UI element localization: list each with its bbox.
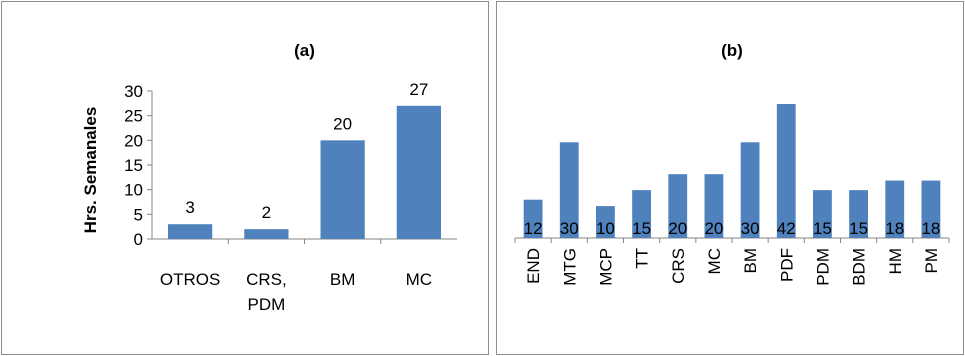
chart-b-data-label: 30 [560, 219, 579, 238]
chart-b-category-label: HM [886, 248, 905, 274]
chart-b-category-label: END [524, 248, 543, 284]
chart-b-category-label: TT [633, 248, 652, 269]
chart-a-y-tick-label: 10 [124, 181, 143, 200]
chart-a-y-tick-label: 25 [124, 107, 143, 126]
chart-b-bar [704, 174, 724, 238]
chart-a-category-label: OTROS [160, 270, 220, 289]
chart-b-bar [740, 142, 760, 238]
chart-a-data-label: 3 [185, 198, 194, 217]
chart-a-data-label: 20 [333, 114, 352, 133]
chart-a-data-label: 27 [409, 80, 428, 99]
chart-a-svg: (a) Hrs. Semanales 0 5 10 15 20 25 30 3 OTROS 2 CRS,… [81, 41, 457, 314]
chart-b-data-label: 10 [596, 219, 615, 238]
chart-a-y-axis-title: Hrs. Semanales [81, 107, 100, 234]
chart-b-category-label: PDM [813, 248, 832, 286]
chart-a-y-tick-label: 0 [134, 230, 143, 249]
chart-b-category-label: BM [741, 248, 760, 274]
chart-panel-b: (b) 12 END 30 MTG 10 MCP 15 TT 20 CRS 20 MC 30 BM 42 PDF… [496, 1, 964, 355]
chart-a-y-tick-label: 30 [124, 82, 143, 101]
chart-b-category-label: MTG [560, 248, 579, 286]
chart-b-data-label: 18 [885, 219, 904, 238]
chart-a-data-label: 2 [262, 203, 271, 222]
chart-a-category-label: CRS, [246, 270, 287, 289]
chart-b-data-label: 15 [849, 219, 868, 238]
chart-b-bar [776, 104, 796, 238]
chart-b-category-label: MC [705, 248, 724, 274]
chart-a-category-label: MC [406, 270, 432, 289]
chart-b-category-label: CRS [669, 248, 688, 284]
chart-b-bar [596, 206, 615, 238]
chart-a-y-tick-label: 20 [124, 131, 143, 150]
chart-b-bar [885, 180, 905, 238]
chart-b-data-label: 20 [704, 219, 723, 238]
chart-b-data-label: 15 [813, 219, 832, 238]
chart-a-category-label: BM [330, 270, 356, 289]
chart-b-data-label: 18 [921, 219, 940, 238]
chart-b-bar [668, 174, 688, 238]
chart-b-data-label: 15 [632, 219, 651, 238]
chart-b-bar [632, 190, 651, 238]
chart-b-bar [559, 142, 579, 238]
chart-b-bar [921, 180, 941, 238]
chart-a-bar [244, 229, 289, 239]
chart-b-data-label: 42 [777, 219, 796, 238]
chart-b-category-label: BDM [850, 248, 869, 286]
chart-b-data-label: 20 [668, 219, 687, 238]
chart-b-svg: (b) 12 END 30 MTG 10 MCP 15 TT 20 CRS 20 MC 30 BM 42 PDF… [514, 41, 950, 286]
chart-b-category-label: PDF [777, 248, 796, 282]
chart-a-y-tick-label: 15 [124, 156, 143, 175]
chart-a-title: (a) [294, 41, 315, 60]
chart-panel-a: (a) Hrs. Semanales 0 5 10 15 20 25 30 3 OTROS 2 CRS,… [1, 1, 489, 355]
chart-b-bar [813, 190, 832, 238]
chart-b-category-label: PM [922, 248, 941, 274]
chart-a-bar [168, 224, 213, 239]
chart-b-bar [849, 190, 868, 238]
chart-b-bar [523, 199, 543, 238]
chart-a-bar [320, 140, 365, 239]
chart-a-bar [396, 105, 441, 239]
chart-a-category-label: PDM [247, 295, 285, 314]
chart-b-data-label: 12 [524, 219, 543, 238]
chart-b-data-label: 30 [741, 219, 760, 238]
chart-b-title: (b) [721, 41, 743, 60]
chart-b-category-label: MCP [596, 248, 615, 286]
chart-a-y-tick-label: 5 [134, 205, 143, 224]
